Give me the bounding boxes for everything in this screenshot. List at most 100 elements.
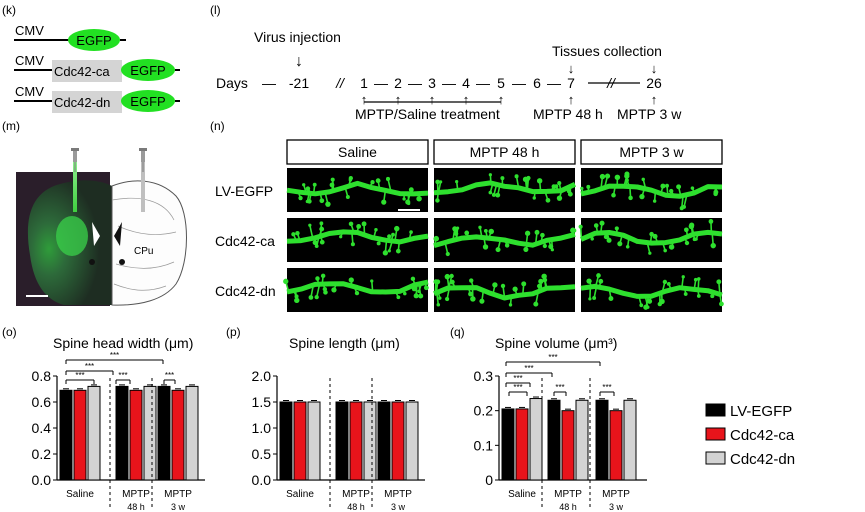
bar [529, 398, 543, 481]
day-label: 3 [428, 75, 436, 91]
cpu-label: CPu [134, 246, 153, 257]
significance-label: *** [110, 351, 119, 360]
day-label: 4 [462, 75, 470, 91]
significance-label: *** [602, 383, 611, 392]
legend: LV-EGFP Cdc42-ca Cdc42-dn [705, 403, 795, 468]
svg-text:↑: ↑ [498, 92, 505, 107]
bar [143, 385, 157, 481]
tissues-collection-label: Tissues collection [552, 43, 662, 59]
y-tick-label: 0.3 [474, 368, 494, 384]
significance-label: *** [165, 371, 174, 380]
y-tick-label: 0.4 [32, 420, 52, 436]
y-tick-label: 0.0 [32, 472, 52, 488]
bar [547, 399, 561, 481]
brain-slice-image: CPu [16, 160, 187, 306]
dendrite-image [283, 268, 429, 312]
x-tick-label: Saline [286, 489, 314, 500]
row-labels: LV-EGFP Cdc42-ca Cdc42-dn [215, 183, 276, 299]
virus-injection-label: Virus injection [254, 29, 341, 45]
dendrite-image [580, 268, 724, 312]
panel-label-o: (o) [2, 325, 17, 339]
bar [335, 401, 349, 481]
y-tick-label: 1.5 [252, 394, 272, 410]
chart-spine-head-width: Spine head width (μm) 0.0 0.2 0.4 0.6 0.8 Sali… [32, 335, 205, 512]
x-tick-label: Saline [508, 489, 536, 500]
column-header-box [286, 139, 429, 165]
dendrite-image [286, 168, 429, 212]
down-arrow-icon: ↓ [651, 61, 658, 76]
column-header: MPTP 3 w [619, 144, 684, 160]
dash: — [408, 75, 422, 91]
bar [129, 389, 143, 481]
legend-swatch [705, 403, 726, 417]
dash: — [476, 75, 490, 91]
dash: — [442, 75, 456, 91]
bar [185, 385, 199, 481]
significance-label: *** [513, 374, 522, 383]
day-label: 2 [394, 75, 402, 91]
legend-label: Cdc42-ca [730, 427, 795, 444]
panel-label-q: (q) [450, 325, 465, 339]
up-arrow-icon: ↑ [651, 92, 658, 107]
significance-label: *** [85, 362, 94, 371]
row-label: Cdc42-dn [215, 283, 276, 299]
construct-cdc42-dn: CMV Cdc42-dn EGFP [14, 84, 180, 113]
dendrite-image [433, 168, 577, 212]
significance-label: *** [548, 353, 557, 362]
bar [595, 399, 609, 481]
legend-label: LV-EGFP [730, 403, 792, 420]
promoter-label: CMV [15, 23, 44, 38]
y-tick-label: 0.2 [32, 446, 52, 462]
x-tick-label: 3 w [391, 502, 406, 512]
panel-label-p: (p) [226, 325, 241, 339]
promoter-label: CMV [15, 53, 44, 68]
bar [157, 385, 171, 481]
cdc42-dn-box [52, 91, 122, 113]
bar [377, 401, 391, 481]
significance-label: *** [524, 364, 533, 373]
significance-label: *** [555, 383, 564, 392]
bar [405, 401, 419, 481]
significance-label: *** [75, 371, 84, 380]
bar [575, 399, 589, 481]
bar [501, 408, 515, 481]
row-label: Cdc42-ca [215, 233, 275, 249]
treatment-arrows: ↑ ↑ ↑ ↑ ↑ [361, 92, 505, 107]
egfp-label: EGFP [130, 63, 165, 78]
x-tick-label: 3 w [171, 502, 186, 512]
bar [515, 408, 529, 481]
panel-label-n: (n) [210, 119, 225, 133]
chart-title: Spine volume (μm³) [495, 335, 617, 351]
egfp-label: EGFP [76, 33, 111, 48]
y-tick-label: 0.5 [252, 446, 272, 462]
chart-title: Spine length (μm) [289, 335, 400, 351]
svg-text:↑: ↑ [361, 92, 368, 107]
x-tick-label: MPTP [384, 489, 412, 500]
y-tick-label: 0 [485, 472, 493, 488]
day-label: 6 [533, 75, 541, 91]
bar [609, 410, 623, 481]
cdc42-dn-label: Cdc42-dn [54, 95, 110, 110]
axis-break-icon: // [335, 75, 346, 91]
chart-spine-length: Spine length (μm) 0.0 0.5 1.0 1.5 2.0 Saline MP… [252, 335, 425, 512]
x-tick-label: MPTP [122, 489, 150, 500]
bar [363, 401, 377, 481]
y-tick-label: 0.2 [474, 403, 494, 419]
dendrite-image [286, 218, 429, 262]
bar [171, 389, 185, 481]
legend-swatch [705, 451, 726, 465]
egfp-label: EGFP [130, 94, 165, 109]
panel-label-l: (l) [210, 3, 221, 17]
day-label: 1 [360, 75, 368, 91]
bar [623, 399, 637, 481]
x-tick-label: 3 w [609, 502, 624, 512]
x-tick-label: 48 h [127, 502, 145, 512]
cdc42-ca-box [52, 60, 122, 82]
y-tick-label: 1.0 [252, 420, 272, 436]
day-label: 26 [646, 75, 662, 91]
x-tick-label: Saline [66, 489, 94, 500]
egfp-ellipse [121, 90, 175, 112]
y-tick-label: 0.0 [252, 472, 272, 488]
dash: — [547, 75, 561, 91]
dendrite-image [580, 168, 723, 212]
